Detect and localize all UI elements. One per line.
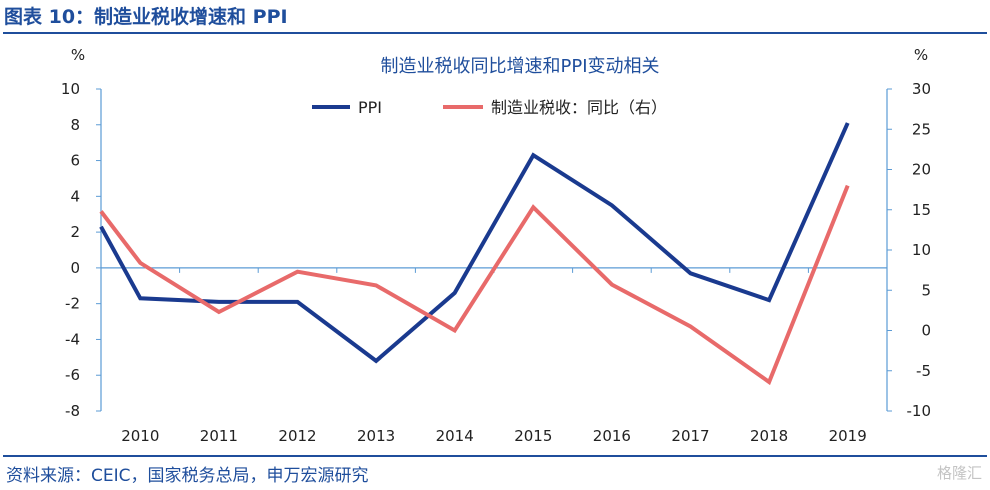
left-tick-label: -4 bbox=[65, 330, 80, 348]
axes bbox=[96, 88, 892, 412]
right-tick-label: 25 bbox=[912, 120, 931, 138]
source-rule bbox=[3, 455, 987, 457]
left-tick-label: -2 bbox=[65, 295, 80, 313]
x-tick-label: 2019 bbox=[829, 427, 867, 445]
right-tick-label: -10 bbox=[907, 402, 932, 420]
legend: PPI 制造业税收：同比（右） bbox=[312, 98, 667, 117]
x-tick-label: 2016 bbox=[593, 427, 631, 445]
left-tick-label: -6 bbox=[65, 366, 80, 384]
x-tick-label: 2012 bbox=[278, 427, 316, 445]
x-tick-label: 2015 bbox=[514, 427, 552, 445]
right-tick-label: 10 bbox=[912, 241, 931, 259]
x-tick-label: 2013 bbox=[357, 427, 395, 445]
right-tick-label: 30 bbox=[912, 80, 931, 98]
series-line-ppi bbox=[99, 122, 850, 364]
right-axis-unit: % bbox=[914, 46, 928, 64]
left-axis-unit: % bbox=[71, 46, 85, 64]
figure-title: 图表 10：制造业税收增速和 PPI bbox=[4, 6, 288, 28]
title-rule bbox=[3, 32, 987, 34]
series-line-tax bbox=[99, 184, 850, 386]
left-tick-label: -8 bbox=[65, 402, 80, 420]
left-tick-label: 10 bbox=[61, 80, 80, 98]
left-tick-label: 8 bbox=[70, 116, 80, 134]
source-note: 资料来源：CEIC，国家税务总局，申万宏源研究 bbox=[6, 466, 369, 486]
x-tick-label: 2014 bbox=[436, 427, 474, 445]
right-tick-label: 0 bbox=[921, 322, 931, 340]
legend-label-ppi: PPI bbox=[358, 98, 382, 117]
chart-title: 制造业税收同比增速和PPI变动相关 bbox=[380, 56, 659, 77]
left-tick-label: 2 bbox=[70, 223, 80, 241]
right-tick-label: 5 bbox=[921, 281, 931, 299]
watermark: 格隆汇 bbox=[936, 464, 982, 482]
x-tick-label: 2011 bbox=[200, 427, 238, 445]
plot-area bbox=[99, 122, 850, 386]
x-tick-label: 2017 bbox=[671, 427, 709, 445]
right-tick-label: -5 bbox=[916, 362, 931, 380]
right-tick-label: 20 bbox=[912, 161, 931, 179]
x-tick-label: 2018 bbox=[750, 427, 788, 445]
left-tick-label: 6 bbox=[70, 152, 80, 170]
left-tick-label: 0 bbox=[70, 259, 80, 277]
x-tick-label: 2010 bbox=[121, 427, 159, 445]
right-tick-label: 15 bbox=[912, 201, 931, 219]
legend-label-tax: 制造业税收：同比（右） bbox=[491, 98, 667, 117]
left-tick-label: 4 bbox=[70, 187, 80, 205]
